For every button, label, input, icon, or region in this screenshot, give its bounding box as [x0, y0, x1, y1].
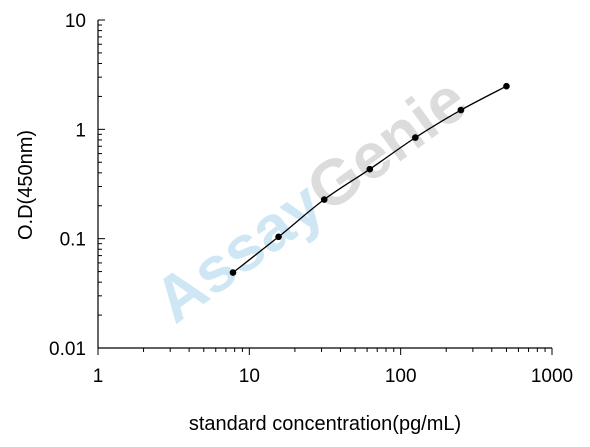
- y-tick-label: 1: [75, 120, 86, 141]
- data-point: [320, 196, 328, 203]
- x-tick-label: 1000: [531, 366, 573, 387]
- data-series: [229, 82, 510, 276]
- watermark-part1: Assay: [141, 167, 336, 336]
- tick-marks: [97, 19, 553, 355]
- x-tick-label: 1: [93, 366, 104, 387]
- x-axis-title: standard concentration(pg/mL): [189, 413, 461, 435]
- watermark: AssayGenie: [141, 63, 480, 337]
- y-tick-label: 0.1: [60, 230, 86, 251]
- x-tick-label: 100: [385, 366, 417, 387]
- y-axis-title: O.D(450nm): [15, 130, 37, 240]
- data-point: [229, 269, 237, 276]
- svg-text:AssayGenie: AssayGenie: [141, 63, 480, 337]
- data-point: [275, 233, 282, 241]
- data-point: [457, 106, 465, 114]
- y-tick-label: 0.01: [49, 339, 86, 360]
- x-tick-label: 10: [239, 366, 260, 387]
- data-point: [366, 165, 374, 173]
- y-tick-label: 10: [65, 11, 86, 32]
- axes: [97, 20, 552, 349]
- data-point: [503, 82, 510, 90]
- tick-labels: 1 10 100 1000 0.01 0.1 1 10: [49, 11, 573, 387]
- data-point: [412, 134, 419, 141]
